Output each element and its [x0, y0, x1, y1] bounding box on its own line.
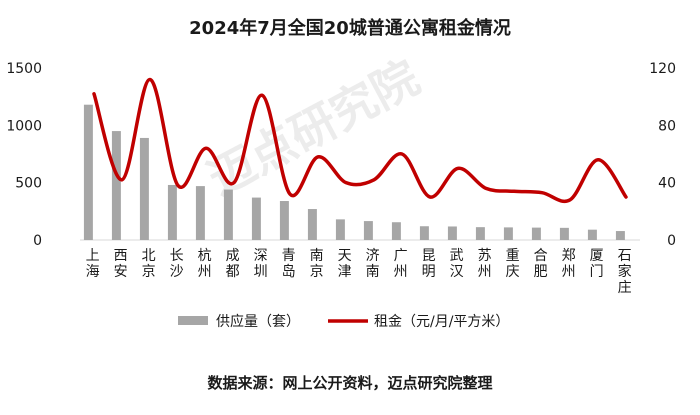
y-left-tick-label: 0: [33, 233, 42, 249]
bar-杭州: [195, 186, 205, 240]
y-right-tick-label: 120: [649, 61, 676, 77]
y-tick-labels: 0 500 1000 1500 0 40 80 120: [6, 61, 676, 249]
y-right-tick-label: 40: [658, 176, 676, 192]
x-tick-label: 武汉: [450, 248, 464, 280]
bar-合肥: [531, 227, 541, 240]
x-tick-label: 合肥: [534, 248, 548, 280]
bar-天津: [335, 219, 345, 240]
y-left-tick-label: 1000: [6, 118, 42, 134]
x-tick-label: 上海: [86, 248, 100, 280]
bar-西安: [111, 131, 121, 240]
bar-武汉: [447, 226, 457, 240]
legend-line-label: 租金（元/月/平方米）: [374, 314, 509, 330]
chart-title: 2024年7月全国20城普通公寓租金情况: [189, 18, 511, 39]
y-left-tick-label: 500: [15, 176, 42, 192]
bar-济南: [363, 221, 373, 240]
x-tick-label: 成都: [226, 248, 240, 280]
x-tick-label: 天津: [338, 248, 352, 280]
bar-上海: [83, 104, 93, 241]
x-tick-label: 济南: [366, 248, 380, 280]
legend-bar-label: 供应量（套）: [216, 313, 300, 330]
y-right-tick-label: 0: [667, 233, 676, 249]
bar-南京: [307, 209, 317, 240]
bar-重庆: [503, 227, 513, 240]
x-tick-label: 青岛: [282, 248, 296, 280]
x-tick-label: 厦门: [590, 248, 604, 280]
x-tick-label: 北京: [142, 248, 156, 280]
bar-成都: [223, 189, 233, 240]
x-tick-label: 昆明: [422, 248, 436, 280]
y-right-tick-label: 80: [658, 118, 676, 134]
x-tick-labels: 上海西安北京长沙杭州成都深圳青岛南京天津济南广州昆明武汉苏州重庆合肥郑州厦门石家…: [86, 248, 632, 296]
source-note: 数据来源：网上公开资料，迈点研究院整理: [207, 374, 493, 392]
x-tick-label: 苏州: [478, 248, 492, 280]
x-tick-label: 西安: [114, 248, 128, 280]
rent-line-path: [92, 77, 628, 204]
bar-郑州: [559, 227, 569, 240]
bars: [83, 104, 625, 241]
x-tick-label: 杭州: [198, 248, 212, 280]
bar-长沙: [167, 184, 177, 240]
bar-青岛: [279, 201, 289, 240]
y-left-tick-label: 1500: [6, 61, 42, 77]
bar-广州: [391, 222, 401, 240]
bar-北京: [139, 137, 149, 240]
bar-昆明: [419, 226, 429, 240]
bar-厦门: [587, 229, 597, 240]
bar-苏州: [475, 227, 485, 240]
x-tick-label: 郑州: [562, 248, 576, 280]
x-tick-label: 石家庄: [618, 248, 632, 296]
x-tick-label: 深圳: [254, 248, 268, 280]
x-tick-label: 重庆: [506, 248, 520, 280]
bar-深圳: [251, 197, 261, 240]
legend-bar-swatch: [178, 316, 208, 325]
bar-石家庄: [615, 231, 625, 240]
x-tick-label: 长沙: [170, 248, 184, 280]
x-tick-label: 南京: [310, 248, 324, 280]
rent-line: [92, 77, 628, 204]
x-tick-label: 广州: [394, 248, 408, 280]
legend: 供应量（套） 租金（元/月/平方米）: [178, 313, 509, 330]
